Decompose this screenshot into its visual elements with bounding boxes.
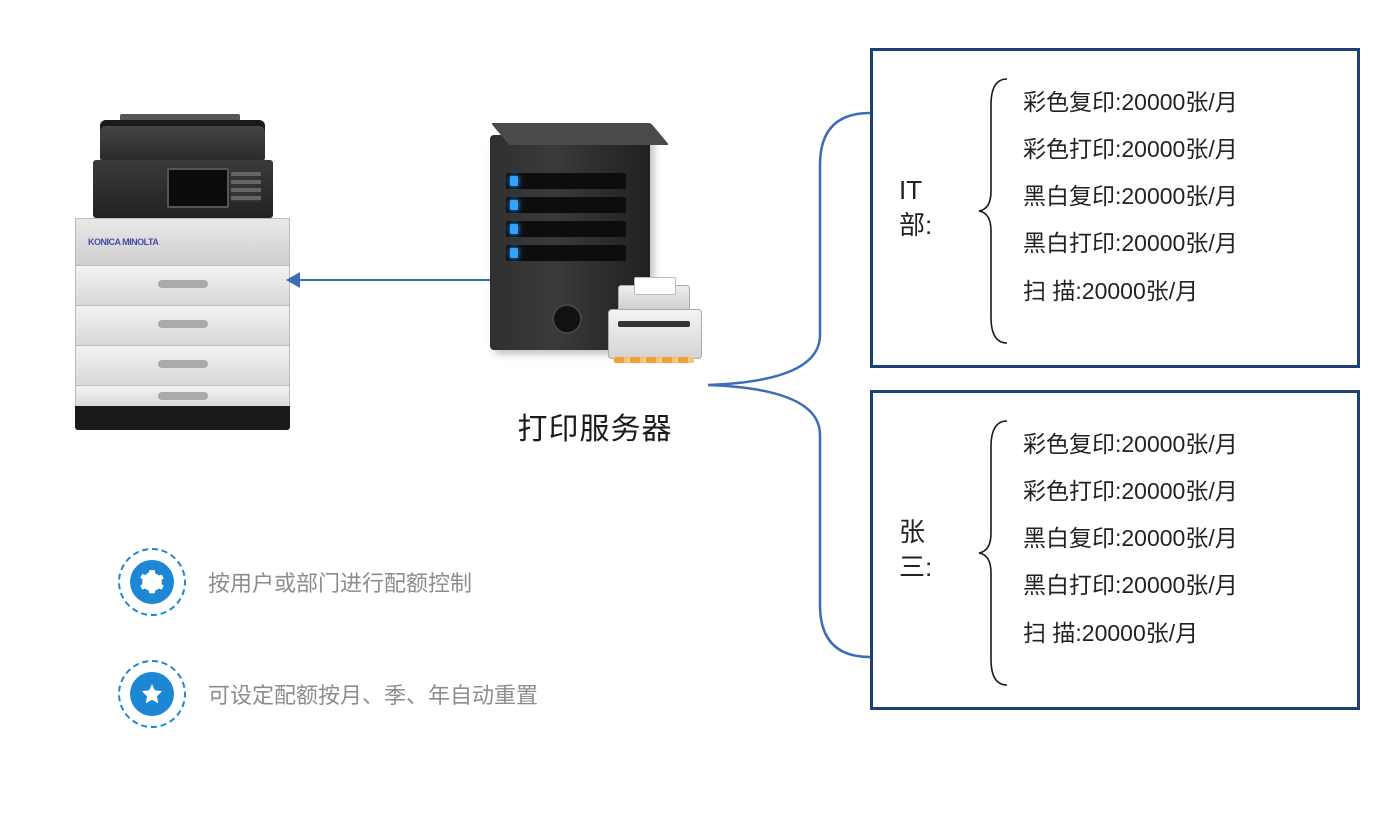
quota-item: 扫 描:20000张/月 [1023,268,1331,315]
feature-icon-circle [118,548,186,616]
quota-item: 黑白复印:20000张/月 [1023,173,1331,220]
quota-item: 黑白打印:20000张/月 [1023,562,1331,609]
outer-brace-icon [700,105,870,665]
quota-box-it: IT 部: 彩色复印:20000张/月 彩色打印:20000张/月 黑白复印:2… [870,48,1360,368]
quota-item: 扫 描:20000张/月 [1023,610,1331,657]
inner-brace-icon [977,75,1007,347]
quota-item: 彩色打印:20000张/月 [1023,126,1331,173]
quota-item: 黑白复印:20000张/月 [1023,515,1331,562]
arrow-server-to-printer [296,279,496,281]
inner-brace-icon [977,417,1007,689]
quota-item: 彩色复印:20000张/月 [1023,79,1331,126]
star-icon [130,672,174,716]
quota-dept-label: IT 部: [899,173,932,243]
server-label: 打印服务器 [465,404,725,448]
quota-item: 彩色复印:20000张/月 [1023,421,1331,468]
gears-icon [130,560,174,604]
server-icon [490,135,720,395]
feature-quota-control: 按用户或部门进行配额控制 [118,548,472,616]
quota-item: 黑白打印:20000张/月 [1023,220,1331,267]
feature-text: 按用户或部门进行配额控制 [208,566,472,598]
quota-items-list: 彩色复印:20000张/月 彩色打印:20000张/月 黑白复印:20000张/… [1023,79,1331,315]
quota-item: 彩色打印:20000张/月 [1023,468,1331,515]
quota-dept-label: 张 三: [899,515,932,585]
arrow-head-icon [286,272,300,288]
quota-box-zhangsan: 张 三: 彩色复印:20000张/月 彩色打印:20000张/月 黑白复印:20… [870,390,1360,710]
printer-icon: KONICA MINOLTA [75,120,290,430]
feature-text: 可设定配额按月、季、年自动重置 [208,678,538,710]
feature-auto-reset: 可设定配额按月、季、年自动重置 [118,660,538,728]
quota-items-list: 彩色复印:20000张/月 彩色打印:20000张/月 黑白复印:20000张/… [1023,421,1331,657]
printer-brand-label: KONICA MINOLTA [88,237,158,247]
feature-icon-circle [118,660,186,728]
mini-printer-icon [608,285,703,365]
